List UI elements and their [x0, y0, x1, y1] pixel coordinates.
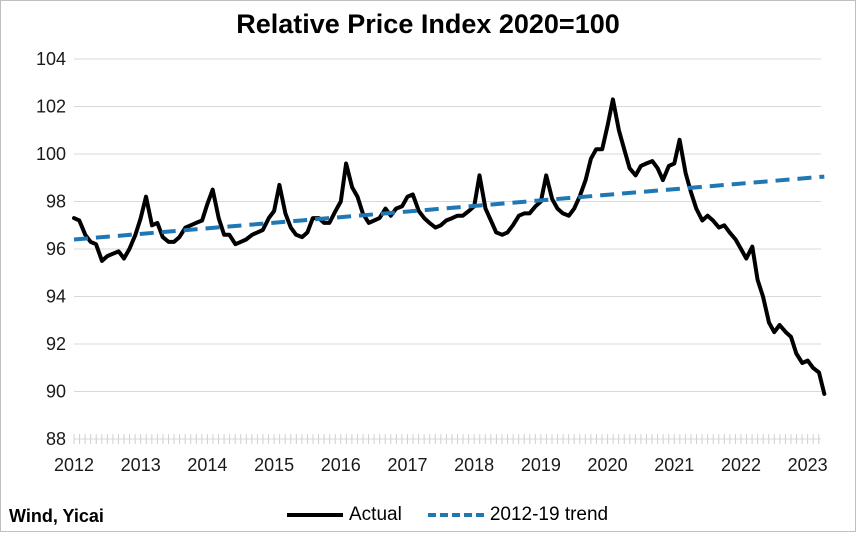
y-tick-label: 102: [36, 97, 66, 117]
x-tick-label: 2016: [321, 455, 361, 475]
x-tick-label: 2014: [187, 455, 227, 475]
legend-item-actual: Actual: [287, 504, 402, 526]
y-tick-label: 88: [46, 429, 66, 449]
x-tick-label: 2017: [387, 455, 427, 475]
x-tick-label: 2015: [254, 455, 294, 475]
legend-item-trend: 2012-19 trend: [427, 504, 609, 526]
legend-label-actual: Actual: [349, 504, 402, 525]
y-tick-label: 94: [46, 287, 66, 307]
y-tick-label: 104: [36, 49, 66, 69]
series-line-trend: [73, 174, 825, 242]
y-tick-label: 100: [36, 144, 66, 164]
x-tick-label: 2022: [721, 455, 761, 475]
legend-swatch-trend: [427, 513, 484, 517]
legend: Actual 2012-19 trend: [287, 504, 634, 526]
y-tick-label: 90: [46, 382, 66, 402]
x-tick-label: 2019: [521, 455, 561, 475]
y-tick-label: 92: [46, 334, 66, 354]
y-tick-label: 96: [46, 239, 66, 259]
legend-swatch-actual: [287, 513, 343, 517]
series-line-actual: [72, 97, 827, 396]
x-tick-label: 2020: [588, 455, 628, 475]
x-tick-label: 2021: [654, 455, 694, 475]
y-tick-label: 98: [46, 192, 66, 212]
x-tick-label: 2018: [454, 455, 494, 475]
chart-title: Relative Price Index 2020=100: [236, 9, 620, 39]
x-tick-label: 2013: [121, 455, 161, 475]
x-tick-label: 2012: [54, 455, 94, 475]
source-label: Wind, Yicai: [9, 506, 104, 526]
legend-label-trend: 2012-19 trend: [489, 504, 609, 525]
x-tick-label: 2023: [788, 455, 828, 475]
